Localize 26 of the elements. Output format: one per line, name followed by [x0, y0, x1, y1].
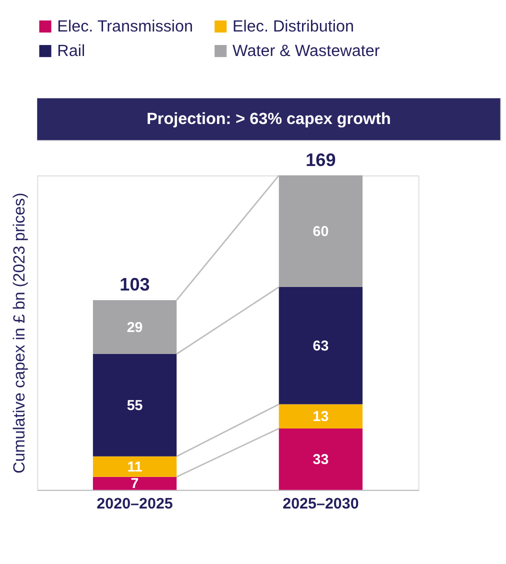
x-tick-label: 2025–2030: [282, 495, 359, 512]
data-label: 60: [312, 224, 329, 240]
total-label: 169: [306, 150, 336, 170]
y-axis-title: Cumulative capex in £ bn (2023 prices): [10, 192, 28, 474]
bar: [92, 456, 177, 477]
data-label: 11: [127, 459, 142, 476]
legend-label: Rail: [57, 42, 86, 60]
total-label: 103: [120, 274, 150, 295]
bar: [278, 428, 363, 490]
data-label: 13: [312, 409, 329, 426]
bar: [92, 354, 177, 456]
data-label: 33: [312, 452, 329, 468]
bar: [278, 175, 363, 288]
bar: [278, 287, 363, 404]
chart-title: Projection: > 63% capex growth: [146, 110, 391, 128]
legend-label: Water & Wastewater: [232, 42, 380, 60]
data-label: 55: [126, 398, 143, 414]
bar: [92, 300, 177, 354]
data-label: 29: [126, 320, 143, 336]
bar: [278, 404, 363, 428]
data-label: 63: [312, 338, 329, 354]
legend-label: Elec. Transmission: [57, 17, 194, 36]
bar: [92, 476, 177, 490]
legend-label: Elec. Distribution: [232, 17, 354, 36]
x-tick-label: 2020–2025: [96, 495, 174, 512]
data-label: 7: [130, 476, 139, 492]
